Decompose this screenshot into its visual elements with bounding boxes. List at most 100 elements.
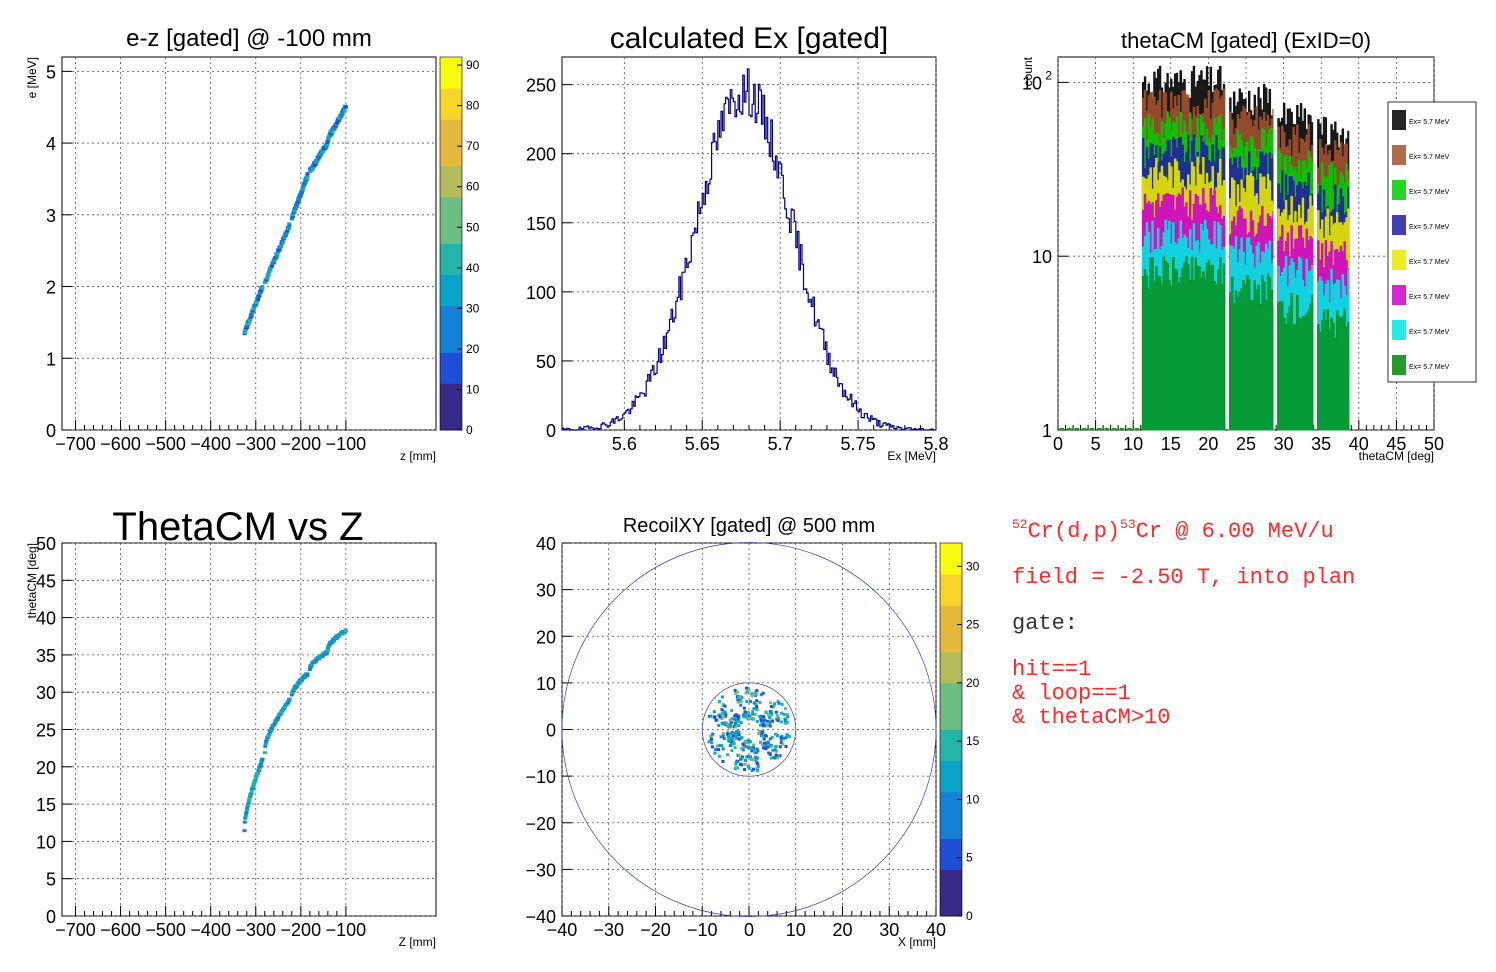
recoil-point	[744, 740, 748, 744]
ez-ytick-label: 4	[46, 134, 56, 154]
recoil-point	[717, 748, 721, 752]
recoil-colorbar-cell	[940, 636, 962, 653]
thz-ytick-label: 35	[36, 646, 56, 666]
recoil-point	[766, 713, 770, 717]
thz-point	[258, 764, 263, 768]
recoil-point	[728, 739, 732, 743]
recoil-outer-circle	[561, 542, 937, 917]
recoil-point	[749, 700, 753, 704]
recoil-point	[765, 719, 769, 723]
theta-band-layer	[1277, 292, 1314, 431]
recoil-point	[740, 747, 744, 751]
recoil-colorbar-label: 0	[966, 909, 973, 923]
recoil-colorbar-cell	[940, 745, 962, 762]
ez-point	[326, 137, 331, 141]
recoil-ytick-label: −10	[525, 767, 556, 787]
recoil-point	[715, 744, 719, 748]
recoil-point	[782, 712, 786, 716]
recoil-point	[743, 713, 747, 717]
recoil-point	[776, 756, 780, 760]
thz-point	[289, 693, 294, 697]
theta-legend-label: Ex= 5.7 MeV	[1409, 189, 1450, 196]
ez-point	[292, 208, 297, 212]
recoil-point	[740, 763, 744, 767]
recoil-point	[745, 745, 749, 749]
thz-ytick-label: 50	[36, 534, 56, 554]
thz-ytick-label: 0	[46, 907, 56, 927]
ez-colorbar-cell	[440, 259, 462, 276]
thz-point	[242, 829, 247, 833]
thz-point	[251, 785, 256, 789]
recoil-xtick-label: 30	[879, 920, 899, 940]
recoil-colorbar-label: 10	[966, 792, 980, 806]
recoil-point	[755, 768, 759, 772]
ez-point	[248, 317, 253, 321]
ez-xtick-label: −400	[190, 434, 231, 454]
recoil-point	[745, 755, 749, 759]
theta-xtick-label: 15	[1161, 434, 1181, 454]
recoil-ytick-label: 40	[536, 534, 556, 554]
recoil-colorbar-cell	[940, 869, 962, 886]
theta-legend-label: Ex= 5.7 MeV	[1409, 119, 1450, 126]
theta-xtick-label: 25	[1236, 434, 1256, 454]
reaction-notes: 52Cr(d,p)53Cr @ 6.00 MeV/u field = -2.50…	[1012, 518, 1355, 730]
recoil-point	[788, 735, 792, 739]
recoil-point	[760, 734, 764, 738]
ez-colorbar-cell	[440, 383, 462, 400]
thz-point	[246, 800, 251, 804]
ez-point	[324, 144, 329, 148]
recoil-point	[770, 735, 774, 739]
recoil-point	[717, 723, 721, 727]
recoil-point	[712, 710, 716, 714]
thz-point	[305, 672, 310, 676]
ez-point	[342, 108, 347, 112]
recoil-colorbar-cell	[940, 807, 962, 824]
recoil-point	[751, 710, 755, 714]
recoil-point	[717, 744, 721, 748]
recoil-point	[747, 688, 751, 692]
thz-xlabel: Z [mm]	[399, 935, 436, 949]
theta-xtick-label: 5	[1091, 434, 1101, 454]
thz-ytick-label: 10	[36, 832, 56, 852]
ez-point	[294, 204, 299, 208]
recoil-point	[717, 713, 721, 717]
recoil-point	[722, 715, 726, 719]
recoil-colorbar-cell	[940, 651, 962, 668]
thz-xtick-label: −500	[145, 920, 186, 940]
recoil-point	[771, 748, 775, 752]
ez-point	[292, 210, 297, 214]
ez-colorbar-cell	[440, 119, 462, 136]
recoil-point	[762, 715, 766, 719]
theta-legend-swatch	[1392, 250, 1406, 270]
thz-point	[253, 776, 258, 780]
ex-ytick-label: 100	[526, 283, 556, 303]
theta-band-layer	[1317, 308, 1350, 431]
ez-colorbar-label: 90	[466, 58, 480, 72]
ez-xtick-label: −100	[326, 434, 367, 454]
ez-point	[265, 277, 270, 281]
recoil-point	[755, 699, 759, 703]
recoil-point	[760, 743, 764, 747]
recoil-chart: −40 −30 −20 −10 0 10 20 30 40 −40 −30 −20 −10 0 10 20 30…	[525, 515, 979, 949]
thz-point	[254, 774, 259, 778]
ez-point	[296, 200, 301, 204]
recoil-point	[762, 737, 766, 741]
recoil-point	[755, 747, 759, 751]
recoil-colorbar-cell	[940, 729, 962, 746]
recoil-ytick-label: −40	[525, 907, 556, 927]
theta-legend-swatch	[1392, 285, 1406, 305]
thz-xtick-label: −100	[326, 920, 367, 940]
recoil-point	[771, 719, 775, 723]
recoil-point	[772, 756, 776, 760]
ex-histogram-line	[561, 68, 936, 431]
thz-point	[256, 769, 261, 773]
recoil-colorbar-cell	[940, 574, 962, 591]
recoil-point	[736, 696, 740, 700]
ez-point	[340, 112, 345, 116]
recoil-point	[760, 721, 764, 725]
recoil-point	[772, 704, 776, 708]
recoil-point	[726, 732, 730, 736]
ez-point	[290, 215, 295, 219]
ez-xtick-label: −300	[235, 434, 276, 454]
recoil-point	[768, 720, 772, 724]
